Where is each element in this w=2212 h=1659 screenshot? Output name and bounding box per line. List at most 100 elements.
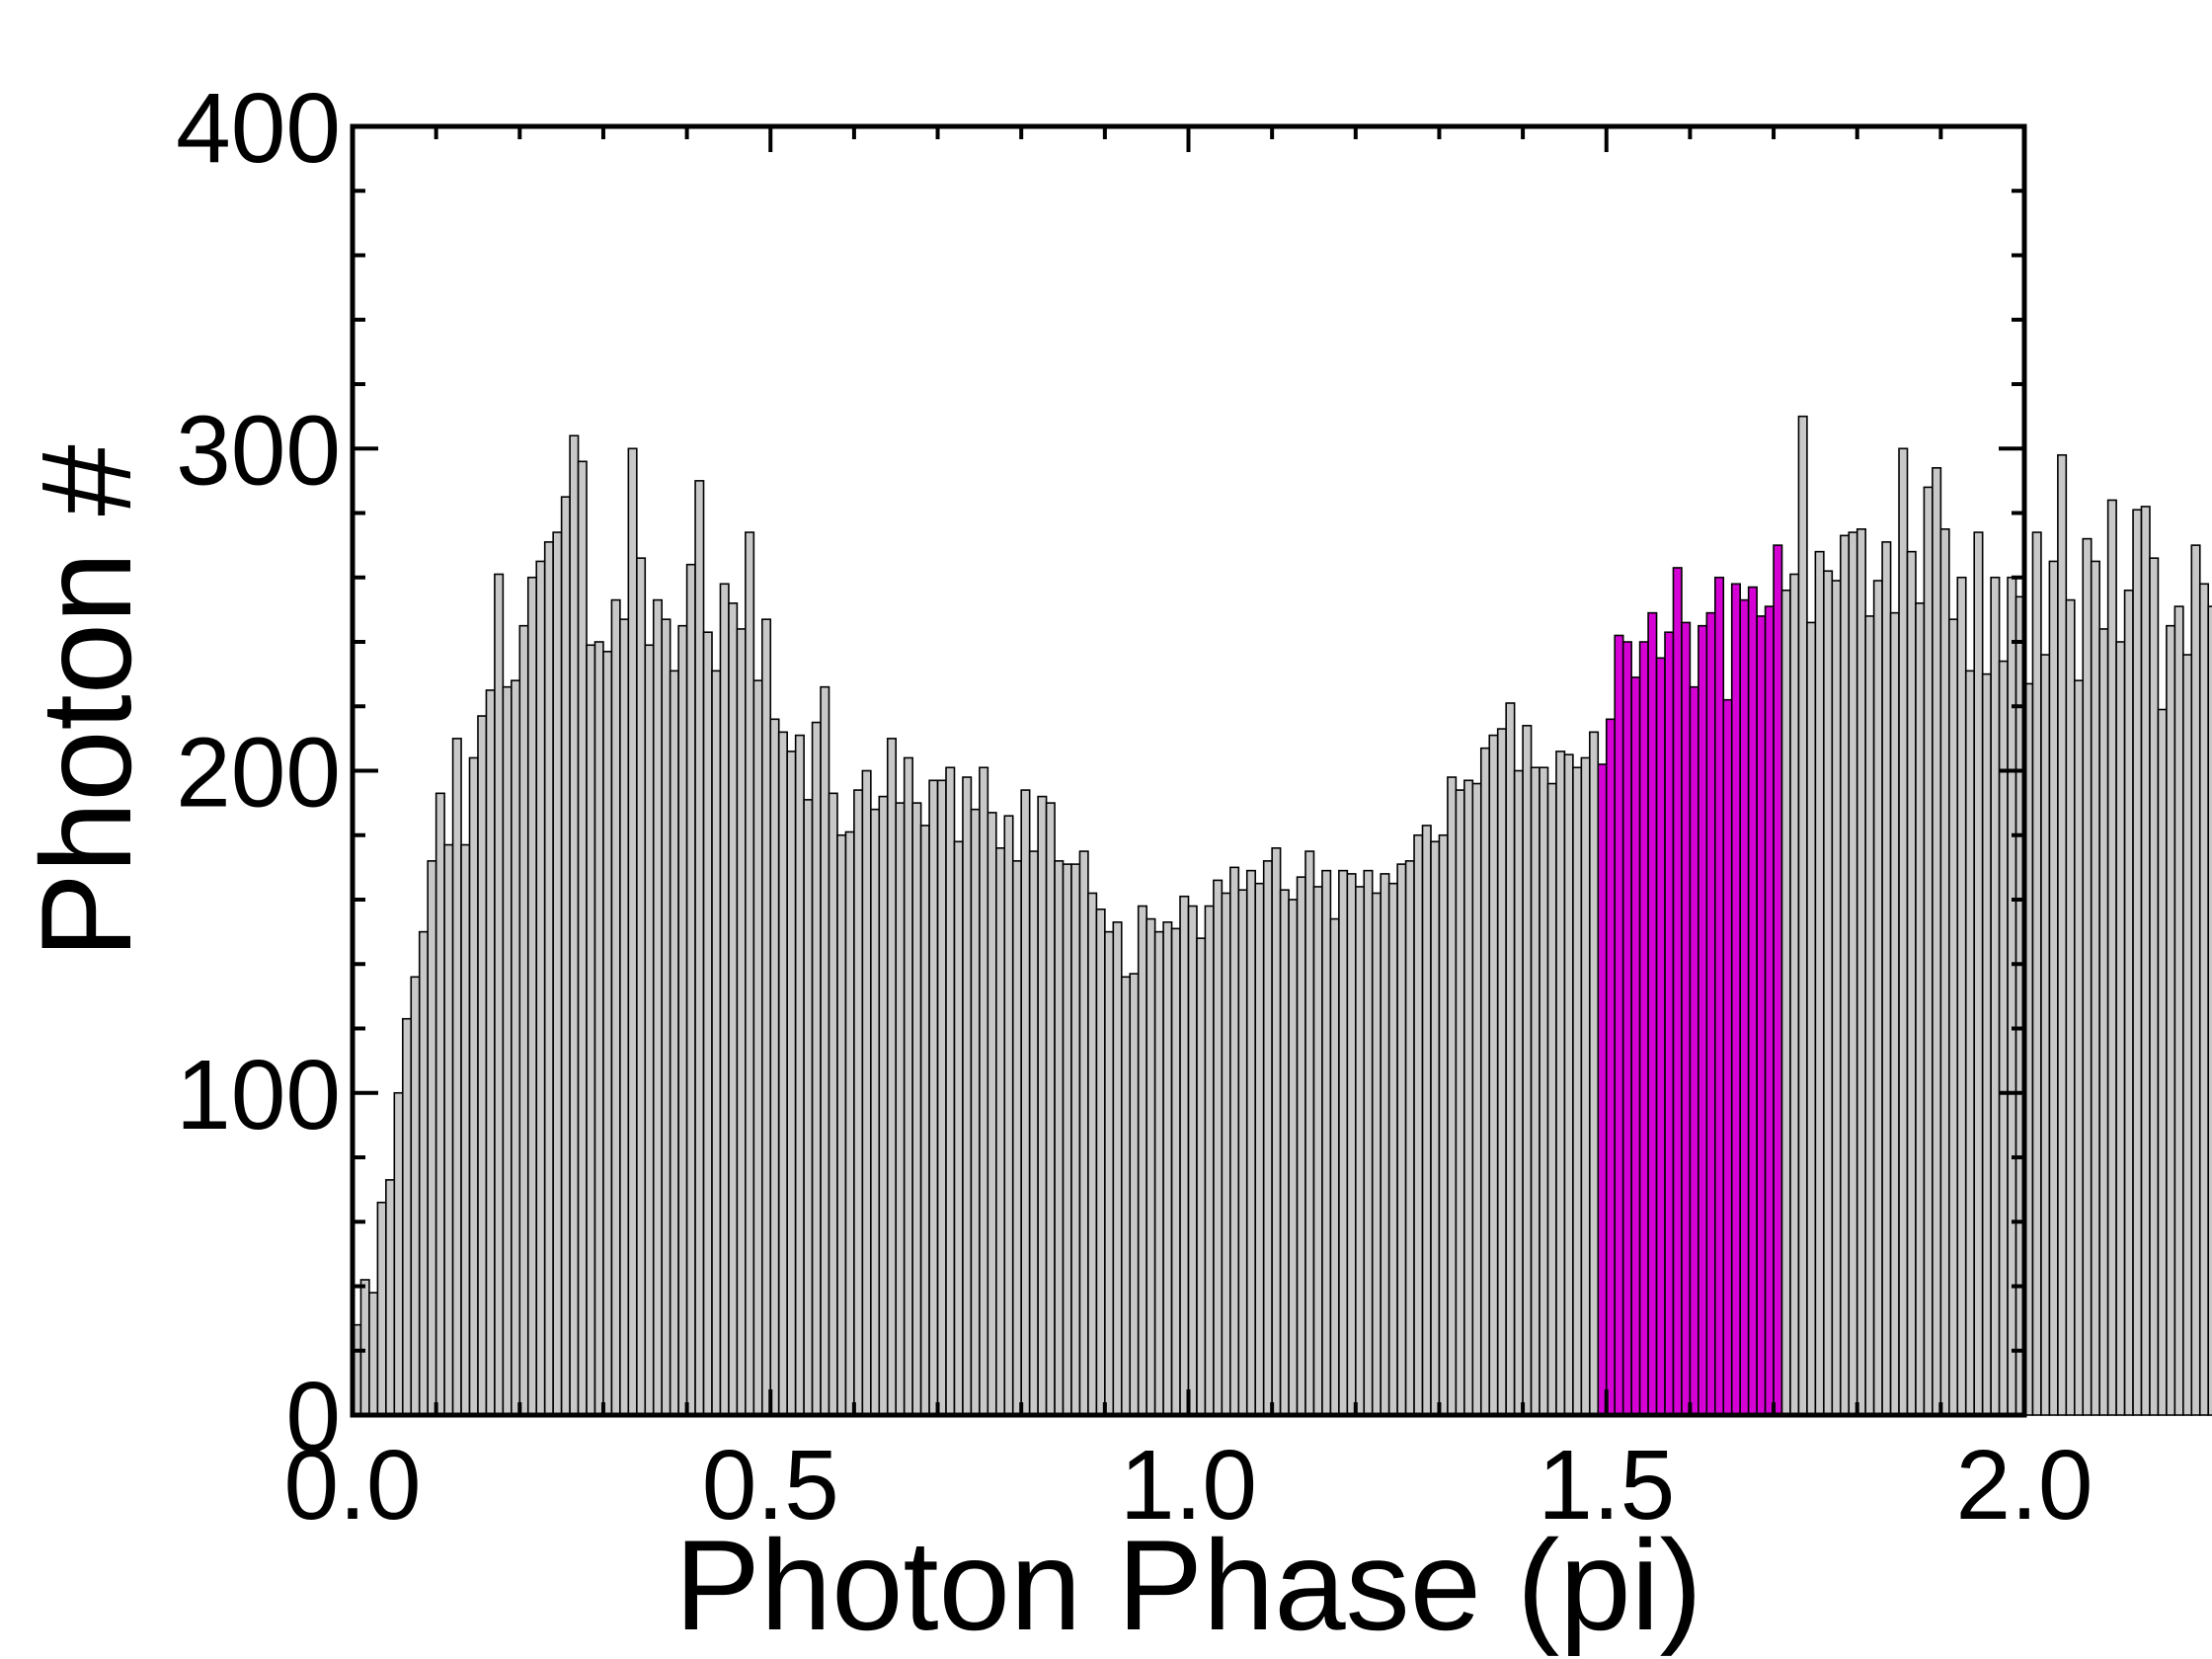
histogram-bar xyxy=(719,583,730,1416)
histogram-bar xyxy=(728,602,739,1416)
histogram-bar xyxy=(836,833,847,1416)
histogram-bar xyxy=(1037,795,1048,1416)
histogram-bar xyxy=(1179,895,1190,1416)
histogram-bar xyxy=(1355,886,1366,1416)
histogram-bar xyxy=(526,576,538,1416)
histogram-bar xyxy=(468,756,479,1416)
histogram-bar xyxy=(1380,873,1390,1416)
histogram-bar xyxy=(820,685,830,1416)
histogram-bar xyxy=(1120,976,1132,1416)
histogram-bar xyxy=(685,563,696,1416)
histogram-bar xyxy=(853,789,864,1416)
histogram-bar xyxy=(1546,782,1557,1416)
histogram-bar xyxy=(494,573,505,1416)
histogram-bar xyxy=(1003,815,1014,1416)
histogram-bar xyxy=(1146,917,1156,1416)
histogram-bar xyxy=(401,1017,413,1416)
histogram-bar xyxy=(777,731,788,1416)
histogram-bar xyxy=(2166,624,2176,1416)
histogram-bar-highlighted xyxy=(1747,586,1758,1416)
histogram-bar xyxy=(1455,789,1465,1416)
histogram-bar xyxy=(427,860,437,1416)
histogram-bar-highlighted xyxy=(1672,567,1683,1416)
bars-group xyxy=(352,415,2212,1416)
histogram-bar xyxy=(2198,583,2210,1416)
histogram-bar-highlighted xyxy=(1689,685,1699,1416)
histogram-bar xyxy=(786,750,797,1416)
histogram-bar xyxy=(1438,833,1449,1416)
histogram-bar xyxy=(919,825,930,1416)
histogram-bar-highlighted xyxy=(1722,698,1733,1416)
histogram-bar xyxy=(2106,499,2117,1416)
histogram-bar xyxy=(2182,654,2193,1416)
histogram-bar xyxy=(1948,618,1959,1416)
histogram-bar xyxy=(936,779,947,1416)
y-tick-label: 200 xyxy=(176,718,341,829)
histogram-bar xyxy=(1129,973,1140,1416)
histogram-bar xyxy=(1856,528,1866,1416)
histogram-bar xyxy=(1572,766,1583,1416)
histogram-bar xyxy=(1981,672,1992,1416)
histogram-bar xyxy=(652,598,664,1416)
x-tick-label: 1.0 xyxy=(1120,1430,1257,1540)
y-tick-label: 300 xyxy=(176,395,341,506)
histogram-bar xyxy=(1447,776,1458,1416)
histogram-bar xyxy=(1923,486,1934,1416)
histogram-bar xyxy=(1338,869,1349,1416)
histogram-bar xyxy=(1279,889,1290,1416)
histogram-bar xyxy=(2031,531,2042,1416)
histogram-bar xyxy=(1404,860,1415,1416)
histogram-bar xyxy=(1254,882,1265,1416)
histogram-bar-highlighted xyxy=(1773,544,1783,1416)
histogram-bar xyxy=(987,812,997,1416)
histogram-bar xyxy=(393,1091,404,1416)
histogram-bar-highlighted xyxy=(1664,631,1675,1416)
histogram-bar xyxy=(752,679,763,1416)
histogram-bar xyxy=(878,795,889,1416)
histogram-bar xyxy=(2090,560,2100,1416)
histogram-bar xyxy=(560,496,571,1416)
histogram-bar xyxy=(1939,528,1950,1416)
histogram-bar xyxy=(2048,560,2059,1416)
histogram-bar xyxy=(669,670,679,1416)
histogram-bar xyxy=(1915,602,1926,1416)
histogram-bar xyxy=(1814,550,1825,1416)
histogram-bar xyxy=(1973,531,1984,1416)
y-tick-label: 400 xyxy=(176,73,341,184)
histogram-bar xyxy=(1881,541,1892,1416)
histogram-bar xyxy=(2207,605,2212,1416)
histogram-bar-highlighted xyxy=(1614,634,1624,1416)
histogram-bar xyxy=(736,628,747,1416)
histogram-bar xyxy=(376,1201,387,1416)
histogram-bar xyxy=(1430,840,1441,1416)
histogram-bar xyxy=(2123,589,2134,1416)
histogram-bar xyxy=(694,480,705,1416)
histogram-bar xyxy=(1471,782,1482,1416)
histogram-bar xyxy=(2132,509,2143,1416)
histogram-bar-highlighted xyxy=(1681,621,1692,1416)
histogram-bar xyxy=(2040,654,2051,1416)
y-tick-label: 0 xyxy=(285,1362,341,1472)
histogram-bar xyxy=(368,1292,379,1416)
histogram-bar xyxy=(970,808,981,1416)
x-axis-title: Photon Phase (pi) xyxy=(674,1513,1702,1657)
histogram-bar xyxy=(619,618,630,1416)
histogram-bar xyxy=(2073,679,2085,1416)
histogram-bar xyxy=(2007,576,2017,1416)
histogram-bar xyxy=(1095,908,1106,1416)
histogram-bar xyxy=(1956,576,1967,1416)
histogram-bar xyxy=(1288,899,1299,1416)
histogram-bar-highlighted xyxy=(1655,657,1666,1416)
histogram-bar xyxy=(451,738,462,1416)
histogram-bar xyxy=(602,650,613,1416)
histogram-bar xyxy=(1990,576,2001,1416)
histogram-bar xyxy=(1555,750,1566,1416)
histogram-bar xyxy=(1296,876,1306,1416)
histogram-bar xyxy=(1589,731,1600,1416)
histogram-bar xyxy=(1221,892,1231,1416)
histogram-bar xyxy=(511,679,521,1416)
histogram-bar xyxy=(1998,660,2009,1416)
histogram-bar xyxy=(485,689,496,1416)
histogram-bar xyxy=(2115,641,2126,1416)
histogram-bar xyxy=(1187,905,1198,1416)
